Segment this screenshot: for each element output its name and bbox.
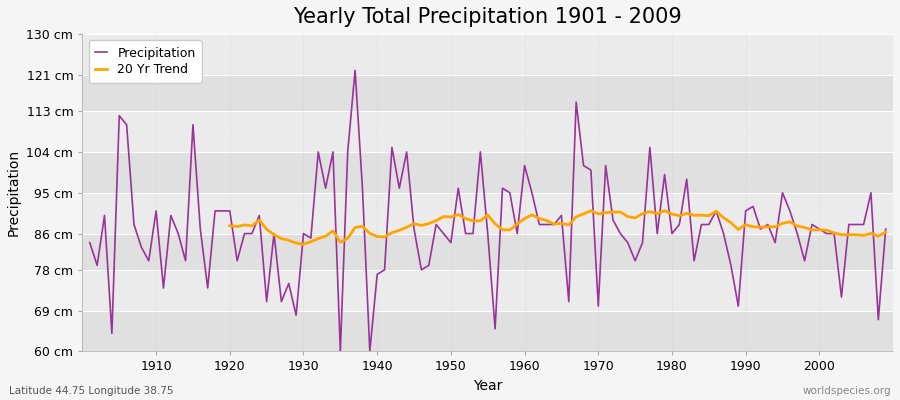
X-axis label: Year: Year <box>473 379 502 393</box>
Bar <box>83 152 893 193</box>
Title: Yearly Total Precipitation 1901 - 2009: Yearly Total Precipitation 1901 - 2009 <box>293 7 682 27</box>
Text: worldspecies.org: worldspecies.org <box>803 386 891 396</box>
Y-axis label: Precipitation: Precipitation <box>7 149 21 236</box>
20 Yr Trend <box>696 213 706 218</box>
20 Yr Trend <box>799 225 810 230</box>
Precipitation <box>880 227 891 232</box>
20 Yr Trend <box>866 231 877 236</box>
Legend: Precipitation, 20 Yr Trend: Precipitation, 20 Yr Trend <box>89 40 202 82</box>
Bar <box>83 193 893 234</box>
Precipitation <box>526 190 537 195</box>
Bar <box>83 270 893 311</box>
Line: 20 Yr Trend: 20 Yr Trend <box>230 211 886 244</box>
Precipitation <box>335 349 346 354</box>
Text: Latitude 44.75 Longitude 38.75: Latitude 44.75 Longitude 38.75 <box>9 386 174 396</box>
Precipitation <box>305 236 316 240</box>
Precipitation <box>534 222 544 227</box>
Precipitation <box>85 240 95 245</box>
20 Yr Trend <box>586 208 597 213</box>
Precipitation <box>623 240 634 245</box>
20 Yr Trend <box>785 219 796 224</box>
20 Yr Trend <box>298 242 309 247</box>
20 Yr Trend <box>224 223 235 228</box>
20 Yr Trend <box>431 218 442 223</box>
Line: Precipitation: Precipitation <box>90 70 886 352</box>
Precipitation <box>364 349 375 354</box>
Bar <box>83 311 893 352</box>
Bar <box>83 75 893 111</box>
Precipitation <box>143 258 154 263</box>
Bar <box>83 111 893 152</box>
20 Yr Trend <box>880 230 891 235</box>
20 Yr Trend <box>320 234 331 239</box>
Bar <box>83 234 893 270</box>
Bar <box>83 34 893 75</box>
Precipitation <box>350 68 361 73</box>
